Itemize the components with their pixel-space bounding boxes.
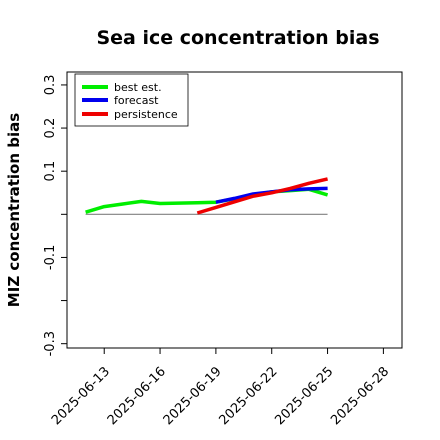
y-tick-label: 0.2 [43,118,58,139]
y-tick-label: -0.1 [43,245,58,270]
legend-label-persistence: persistence [114,108,178,121]
y-tick-label: 0.3 [43,75,58,96]
series-layer [85,177,329,215]
y-axis-ticks: -0.3 -0.1 0.1 0.2 0.3 [43,75,67,356]
y-axis-label: MIZ concentration bias [5,113,23,307]
legend: best est. forecast persistence [74,73,189,127]
legend-label-forecast: forecast [114,94,159,107]
series-line-persistence [196,177,329,215]
plot-area-frame [66,71,403,349]
y-tick-label: 0.1 [43,161,58,182]
y-tick-label: -0.3 [43,331,58,356]
chart-title: Sea ice concentration bias [96,27,379,49]
legend-label-best-est: best est. [114,81,162,94]
